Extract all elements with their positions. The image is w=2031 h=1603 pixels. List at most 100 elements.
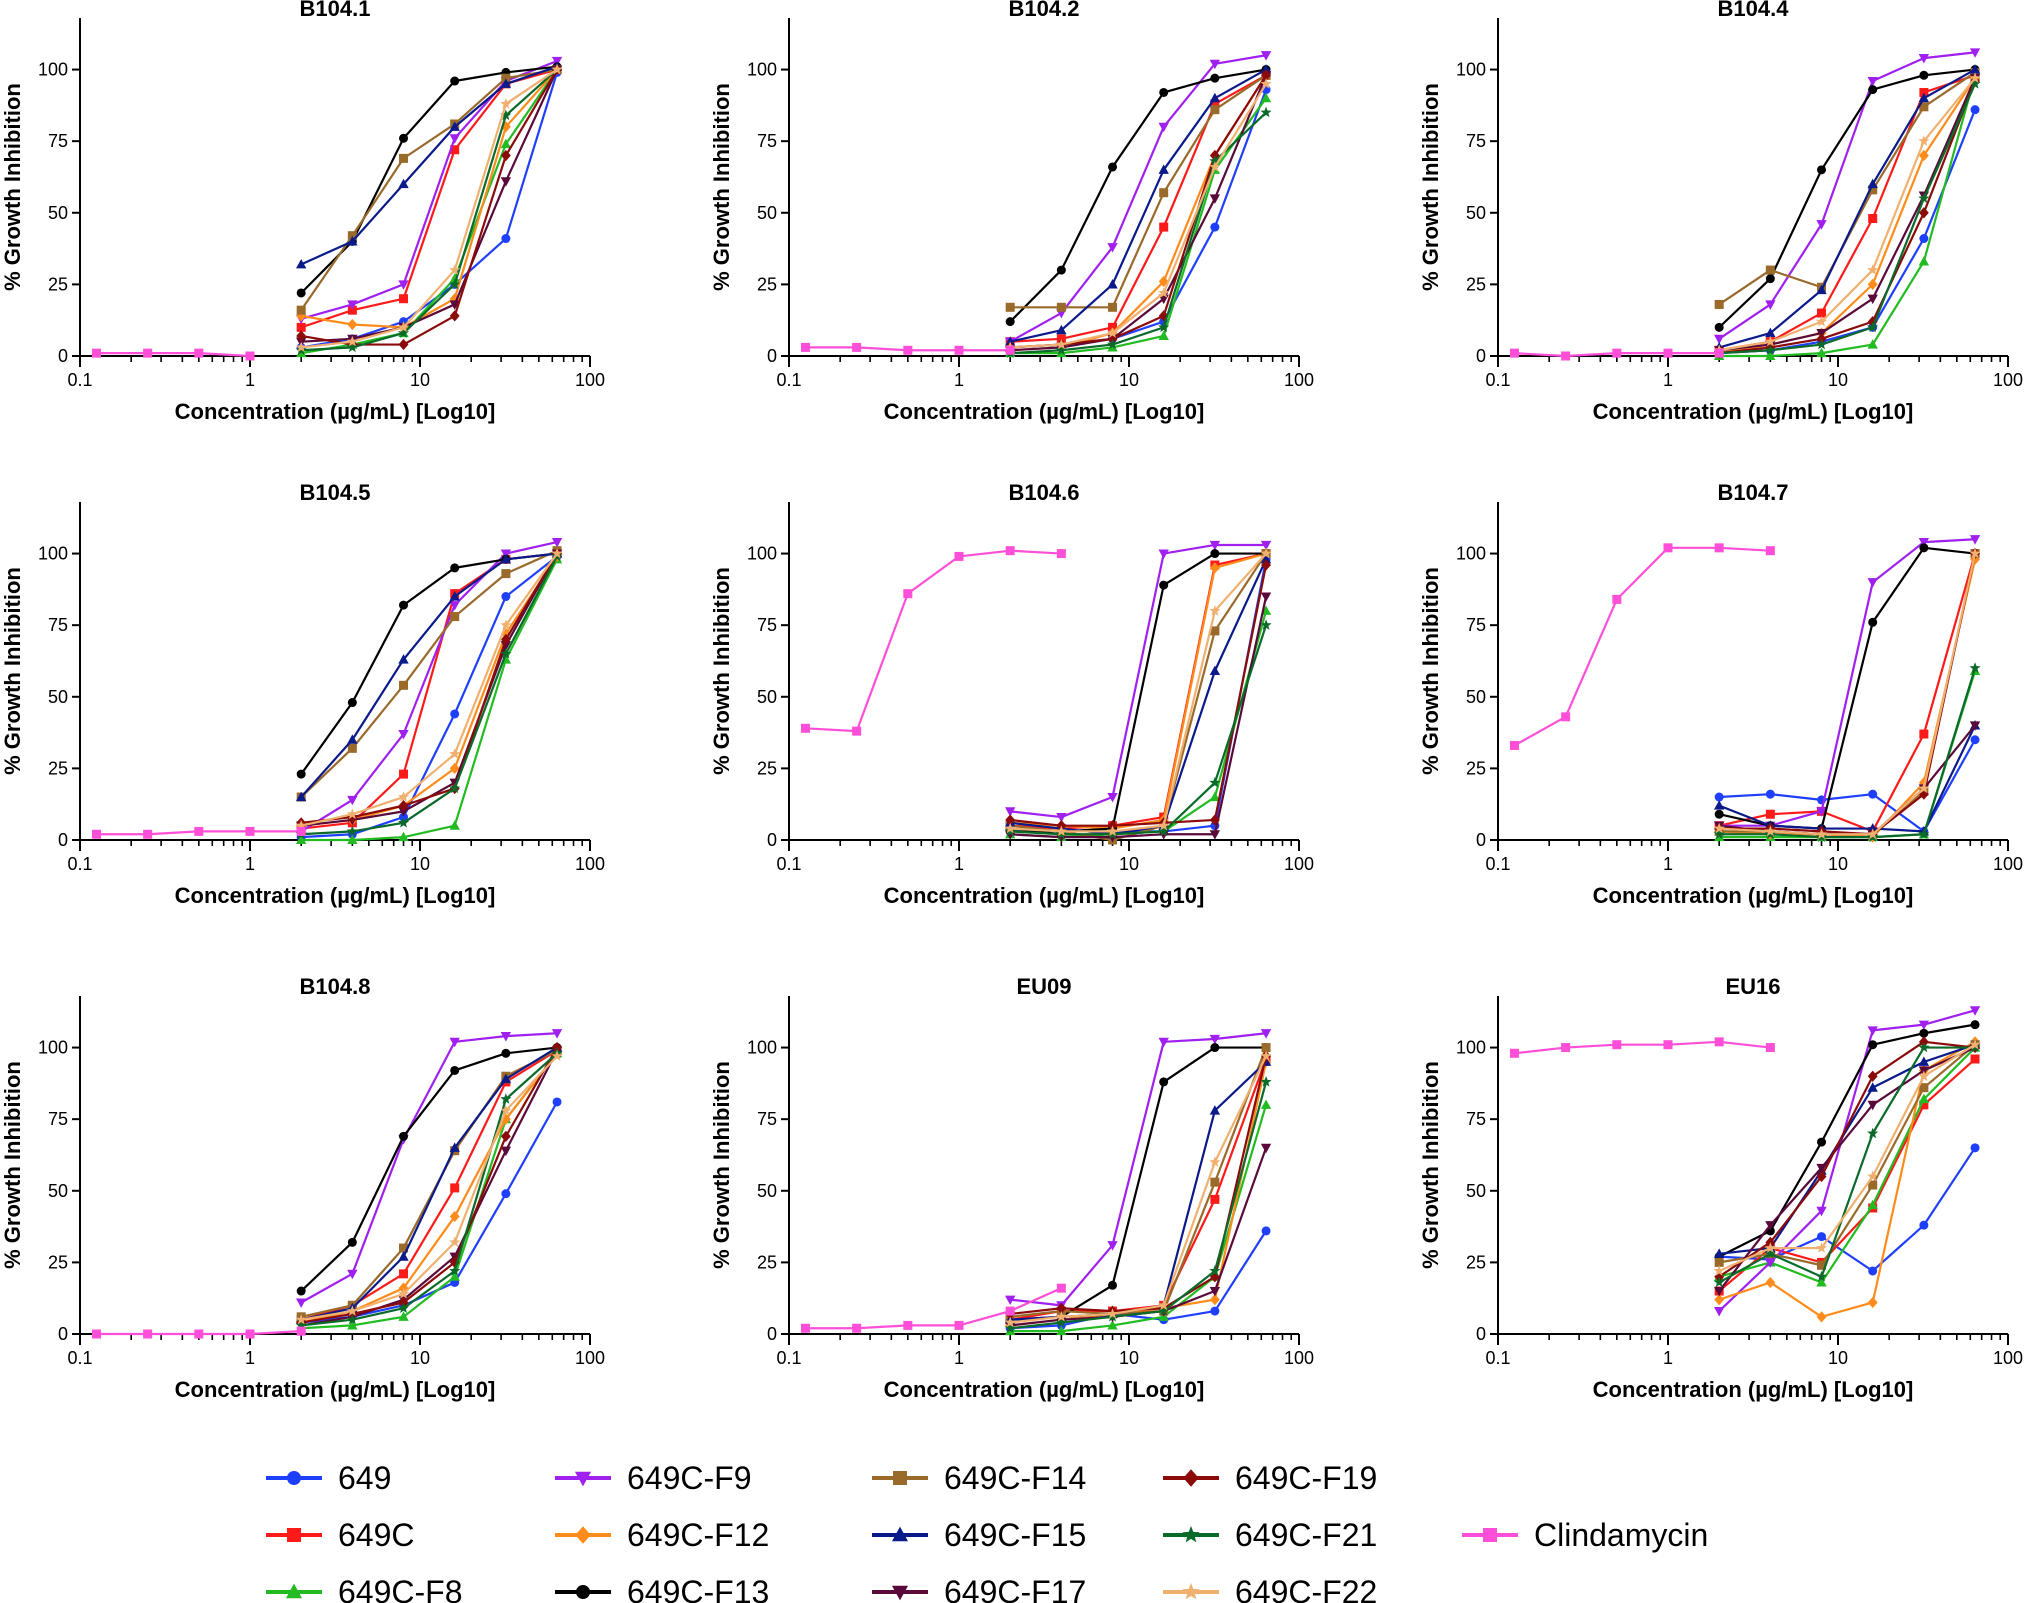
data-point [1108,302,1118,312]
data-point [1260,1029,1272,1039]
data-point [1612,1040,1622,1050]
series-649c-f13 [1005,65,1271,327]
data-point [397,321,410,333]
data-point [500,98,512,109]
y-tick-label: 100 [747,1038,777,1058]
data-point [296,1286,306,1296]
series-line-649c-f8 [300,68,558,355]
data-point [551,63,563,75]
series-line-649c-f22 [1718,1043,1976,1272]
series-line-649c-f12 [1010,552,1267,830]
data-point [296,769,306,779]
series-649c-f8 [1005,1099,1272,1336]
series-line-649c-f8 [301,558,559,842]
legend-label: 649C-F13 [627,1574,769,1603]
x-tick-label: 100 [1284,1348,1314,1368]
data-point [1260,1099,1272,1109]
data-point [1970,1054,1980,1064]
data-point [1919,1028,1929,1038]
data-point [1765,350,1776,361]
series-line-649c-f22 [1718,77,1976,352]
series-line-649c-f9 [1009,54,1267,343]
data-point [500,1130,511,1142]
y-tick-label: 50 [48,203,68,223]
x-tick-label: 0.1 [1485,370,1510,390]
data-point [1159,1077,1169,1087]
legend-label: 649 [338,1460,391,1496]
series-line-649c-f9 [1010,543,1267,819]
data-point [1817,1232,1827,1242]
data-point [852,1323,862,1333]
series-line-649c-f15 [1718,724,1977,833]
series-649c-f8 [1005,605,1272,842]
series-line-649c-f14 [300,1049,558,1318]
x-tick-label: 100 [575,370,605,390]
data-point [1158,1037,1169,1048]
data-point [1867,294,1878,305]
series-line-649c-f15 [1010,558,1268,836]
data-point [399,1243,409,1253]
data-point [1056,1283,1066,1293]
series-line-649c-f21 [301,1052,558,1327]
data-point [1919,543,1929,553]
data-point [1714,322,1724,332]
data-point [1260,540,1272,551]
y-tick-label: 0 [58,1324,68,1344]
series-clindamycin [1509,1037,1775,1058]
legend-label: 649C-F14 [944,1460,1086,1496]
data-point [1714,809,1724,819]
data-point [1918,207,1929,219]
data-point [347,734,358,744]
data-point [1714,543,1724,553]
data-point [397,1302,410,1313]
data-point [903,589,913,599]
y-tick-label: 25 [757,758,777,778]
legend-label: Clindamycin [1534,1517,1708,1553]
series-649 [1714,105,1980,358]
data-point [450,145,460,155]
data-point [399,153,409,163]
data-point [1005,336,1016,346]
series-line-649c-f22 [1719,553,1977,836]
data-point [1107,278,1118,289]
data-point [296,834,307,845]
data-point [1713,1265,1725,1276]
series-clindamycin [800,342,1015,355]
data-point [551,1050,563,1061]
data-point [346,1305,358,1316]
series-line-649c-f22 [300,552,558,827]
data-point [500,78,512,88]
series-649c-f22 [295,1050,563,1325]
data-point [1867,1199,1878,1210]
data-point [500,647,512,659]
data-point [1919,729,1929,739]
data-point [1918,54,1930,64]
series-649c-f9 [1714,1006,1981,1317]
series-line-clindamycin [805,1287,1062,1330]
series-649 [296,1097,562,1328]
y-tick-label: 25 [1466,274,1486,294]
data-point [500,138,512,149]
data-point [1159,580,1169,590]
series-line-649c-f9 [300,1032,558,1304]
data-point [1055,1310,1067,1322]
series-649c-f13 [296,1043,562,1296]
x-tick-label: 100 [575,854,605,874]
data-point [1561,351,1571,361]
series-line-649c-f15 [300,552,558,798]
series-649c-f14 [296,1045,562,1322]
data-point [1612,594,1622,604]
data-point [1209,1156,1221,1167]
data-point [1868,1180,1878,1190]
data-point [1261,69,1272,81]
data-point [551,538,563,548]
data-point [1209,791,1221,802]
chart-panel-b104-8: B104.8 0 25 50 75 100 0.1 1 10 100 Concentration (… [0,974,605,1402]
data-point [1713,822,1725,834]
data-point [1918,135,1930,146]
y-tick-label: 0 [58,346,68,366]
data-point [1714,1286,1725,1297]
data-point [1004,1322,1016,1333]
data-point [501,1189,511,1199]
data-point [1918,1041,1930,1053]
